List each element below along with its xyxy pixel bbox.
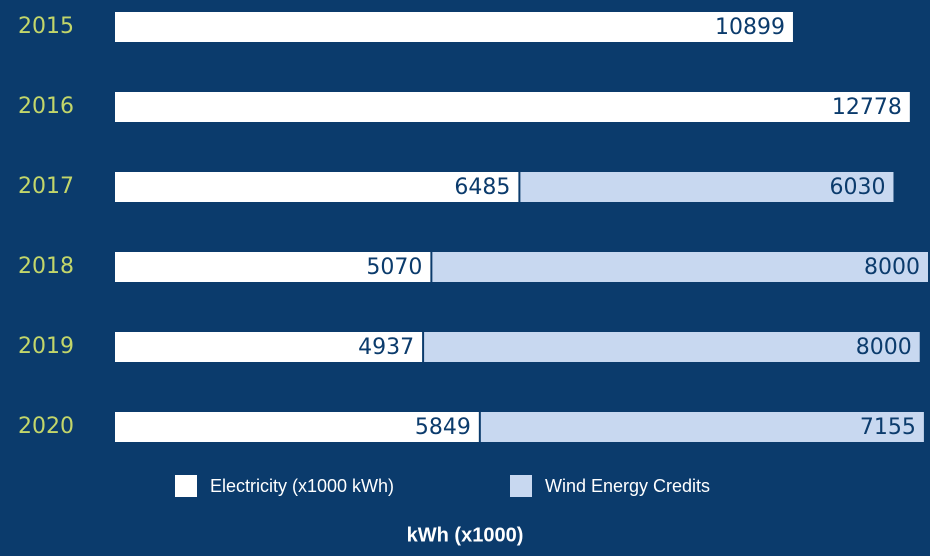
bar-segment	[115, 92, 910, 122]
bar-segment	[432, 252, 928, 282]
value-label: 5070	[366, 255, 422, 280]
value-label: 8000	[864, 255, 920, 280]
value-label: 5849	[415, 415, 471, 440]
y-tick-label: 2017	[18, 174, 74, 199]
y-tick-label: 2019	[18, 334, 74, 359]
bar-segment	[480, 412, 924, 442]
bar-segment	[520, 172, 894, 202]
value-label: 6030	[829, 175, 885, 200]
legend-swatch	[175, 475, 197, 497]
y-tick-label: 2018	[18, 254, 74, 279]
y-tick-label: 2016	[18, 94, 74, 119]
value-label: 8000	[856, 335, 912, 360]
bar-segment	[424, 332, 920, 362]
value-label: 12778	[832, 95, 902, 120]
value-label: 7155	[860, 415, 916, 440]
value-label: 4937	[358, 335, 414, 360]
y-tick-label: 2015	[18, 14, 74, 39]
value-label: 10899	[715, 15, 785, 40]
y-tick-label: 2020	[18, 414, 74, 439]
value-label: 6485	[454, 175, 510, 200]
legend-label: Wind Energy Credits	[545, 476, 710, 496]
legend-swatch	[510, 475, 532, 497]
bar-segment	[115, 412, 479, 442]
bar-segment	[115, 252, 431, 282]
bar-segment	[115, 332, 423, 362]
x-axis-label: kWh (x1000)	[407, 524, 524, 546]
bar-segment	[115, 172, 519, 202]
legend-label: Electricity (x1000 kWh)	[210, 476, 394, 496]
bar-segment	[115, 12, 793, 42]
